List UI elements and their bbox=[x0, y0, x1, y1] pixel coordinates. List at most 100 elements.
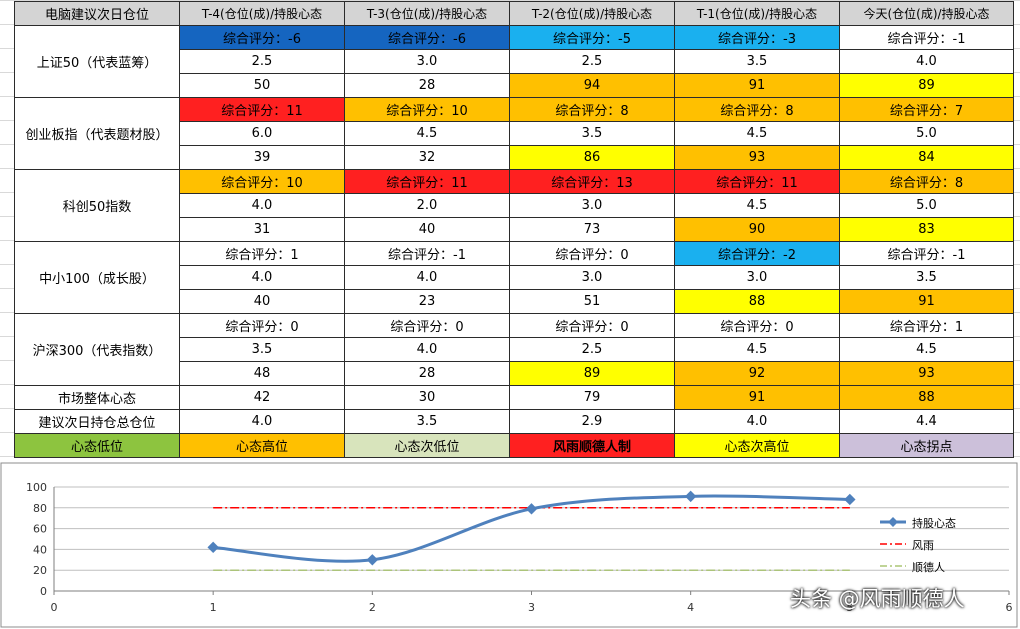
spreadsheet-area: 电脑建议次日仓位 T-4(仓位(成)/持股心态 T-3(仓位(成)/持股心态 T-2(… bbox=[0, 0, 1020, 458]
mood-cell: 94 bbox=[509, 73, 675, 98]
position-cell: 4.5 bbox=[344, 121, 510, 146]
mood-cell: 83 bbox=[839, 217, 1014, 242]
table-row: 48 28 89 92 93 bbox=[15, 361, 1014, 386]
index-label: 中小100（成长股） bbox=[14, 241, 180, 314]
mood-cell: 32 bbox=[344, 145, 510, 170]
score-cell: 综合评分：-5 bbox=[509, 25, 675, 50]
table-row: 科创50指数 综合评分：10 综合评分：11 综合评分：13 综合评分：11 综合评分：8 bbox=[14, 169, 1014, 242]
color-legend-cell: 心态高位 bbox=[179, 433, 345, 458]
total-position-row: 建议次日持仓总仓位 4.0 3.5 2.9 4.0 4.4 bbox=[14, 409, 1014, 434]
x-tick-label: 2 bbox=[369, 601, 376, 614]
position-cell: 3.0 bbox=[674, 265, 840, 290]
index-label: 创业板指（代表题材股） bbox=[14, 97, 180, 170]
mood-data-point bbox=[684, 490, 697, 503]
position-cell: 6.0 bbox=[179, 121, 345, 146]
color-legend-row: 心态低位 心态高位 心态次低位 风雨顺德人制 心态次高位 心态拐点 bbox=[14, 433, 1014, 458]
mood-cell: 50 bbox=[179, 73, 345, 98]
score-cell: 综合评分：-6 bbox=[344, 25, 510, 50]
mood-cell: 91 bbox=[674, 73, 840, 98]
score-cell: 综合评分：0 bbox=[344, 313, 510, 338]
score-cell: 综合评分：11 bbox=[674, 169, 840, 194]
position-cell: 4.0 bbox=[344, 265, 510, 290]
x-tick-label: 3 bbox=[528, 601, 535, 614]
mood-cell: 92 bbox=[674, 361, 840, 386]
position-cell: 3.5 bbox=[179, 337, 345, 362]
index-label: 沪深300（代表指数） bbox=[14, 313, 180, 386]
table-row: 创业板指（代表题材股） 综合评分：11 综合评分：10 综合评分：8 综合评分：8 综合评… bbox=[14, 97, 1014, 170]
score-cell: 综合评分：0 bbox=[509, 313, 675, 338]
position-cell: 4.5 bbox=[839, 337, 1014, 362]
market-mood-cell: 91 bbox=[674, 385, 840, 410]
mood-cell: 89 bbox=[839, 73, 1014, 98]
header-day: T-3(仓位(成)/持股心态 bbox=[344, 1, 510, 26]
position-cell: 4.5 bbox=[674, 337, 840, 362]
total-position-cell: 3.5 bbox=[344, 409, 510, 434]
position-cell: 4.0 bbox=[179, 193, 345, 218]
table-row: 6.0 4.5 3.5 4.5 5.0 bbox=[15, 121, 1014, 146]
color-legend-cell: 心态次高位 bbox=[674, 433, 840, 458]
mood-data-point bbox=[366, 554, 379, 566]
score-cell: 综合评分：-2 bbox=[674, 241, 840, 266]
index-label: 上证50（代表蓝筹） bbox=[14, 25, 180, 98]
position-cell: 5.0 bbox=[839, 193, 1014, 218]
score-cell: 综合评分：0 bbox=[674, 313, 840, 338]
total-position-cell: 4.0 bbox=[179, 409, 345, 434]
table-row: 50 28 94 91 89 bbox=[15, 73, 1014, 98]
mood-cell: 91 bbox=[839, 289, 1014, 314]
mood-cell: 93 bbox=[674, 145, 840, 170]
position-cell: 2.5 bbox=[509, 49, 675, 74]
score-cell: 综合评分：8 bbox=[839, 169, 1014, 194]
mood-cell: 40 bbox=[179, 289, 345, 314]
legend-marker-mood bbox=[888, 517, 898, 527]
mood-cell: 73 bbox=[509, 217, 675, 242]
header-day: T-1(仓位(成)/持股心态 bbox=[674, 1, 840, 26]
score-cell: 综合评分：0 bbox=[509, 241, 675, 266]
market-mood-cell: 42 bbox=[179, 385, 345, 410]
position-cell: 3.5 bbox=[839, 265, 1014, 290]
y-tick-label: 0 bbox=[40, 585, 47, 598]
score-cell: 综合评分：-1 bbox=[344, 241, 510, 266]
position-cell: 2.5 bbox=[179, 49, 345, 74]
position-cell: 3.5 bbox=[509, 121, 675, 146]
mood-data-point bbox=[844, 493, 856, 506]
color-legend-cell: 心态低位 bbox=[14, 433, 180, 458]
color-legend-cell: 心态次低位 bbox=[344, 433, 510, 458]
score-cell: 综合评分：10 bbox=[344, 97, 510, 122]
market-mood-label: 市场整体心态 bbox=[14, 385, 180, 410]
mood-cell: 51 bbox=[509, 289, 675, 314]
position-table: 电脑建议次日仓位 T-4(仓位(成)/持股心态 T-3(仓位(成)/持股心态 T-2(… bbox=[14, 1, 1014, 458]
mood-cell: 48 bbox=[179, 361, 345, 386]
header-day: T-4(仓位(成)/持股心态 bbox=[179, 1, 345, 26]
table-row: 2.5 3.0 2.5 3.5 4.0 bbox=[15, 49, 1014, 74]
position-cell: 4.0 bbox=[839, 49, 1014, 74]
y-tick-label: 80 bbox=[33, 502, 47, 515]
chart-frame bbox=[0, 462, 1018, 628]
score-cell: 综合评分：1 bbox=[839, 313, 1014, 338]
table-row: 上证50（代表蓝筹） 综合评分：-6 综合评分：-6 综合评分：-5 综合评分：-3 综合… bbox=[14, 25, 1014, 98]
header-day: 今天(仓位(成)/持股心态 bbox=[839, 1, 1014, 26]
y-tick-label: 20 bbox=[33, 564, 47, 577]
total-position-cell: 4.4 bbox=[839, 409, 1014, 434]
y-tick-label: 100 bbox=[26, 481, 47, 494]
header-title: 电脑建议次日仓位 bbox=[14, 1, 180, 26]
watermark: 头条 @风雨顺德人 bbox=[790, 587, 965, 611]
score-cell: 综合评分：8 bbox=[674, 97, 840, 122]
y-tick-label: 60 bbox=[33, 523, 47, 536]
mood-cell: 89 bbox=[509, 361, 675, 386]
position-cell: 4.5 bbox=[674, 121, 840, 146]
color-legend-cell: 心态拐点 bbox=[839, 433, 1014, 458]
position-cell: 4.0 bbox=[179, 265, 345, 290]
x-tick-label: 4 bbox=[687, 601, 694, 614]
x-tick-label: 1 bbox=[210, 601, 217, 614]
position-cell: 2.5 bbox=[509, 337, 675, 362]
color-legend-cell: 风雨顺德人制 bbox=[509, 433, 675, 458]
x-tick-label: 5 bbox=[846, 601, 853, 614]
header-day: T-2(仓位(成)/持股心态 bbox=[509, 1, 675, 26]
mood-cell: 93 bbox=[839, 361, 1014, 386]
total-position-label: 建议次日持仓总仓位 bbox=[14, 409, 180, 434]
mood-cell: 86 bbox=[509, 145, 675, 170]
score-cell: 综合评分：-6 bbox=[179, 25, 345, 50]
score-cell: 综合评分：11 bbox=[344, 169, 510, 194]
mood-data-point bbox=[207, 541, 219, 554]
total-position-cell: 2.9 bbox=[509, 409, 675, 434]
